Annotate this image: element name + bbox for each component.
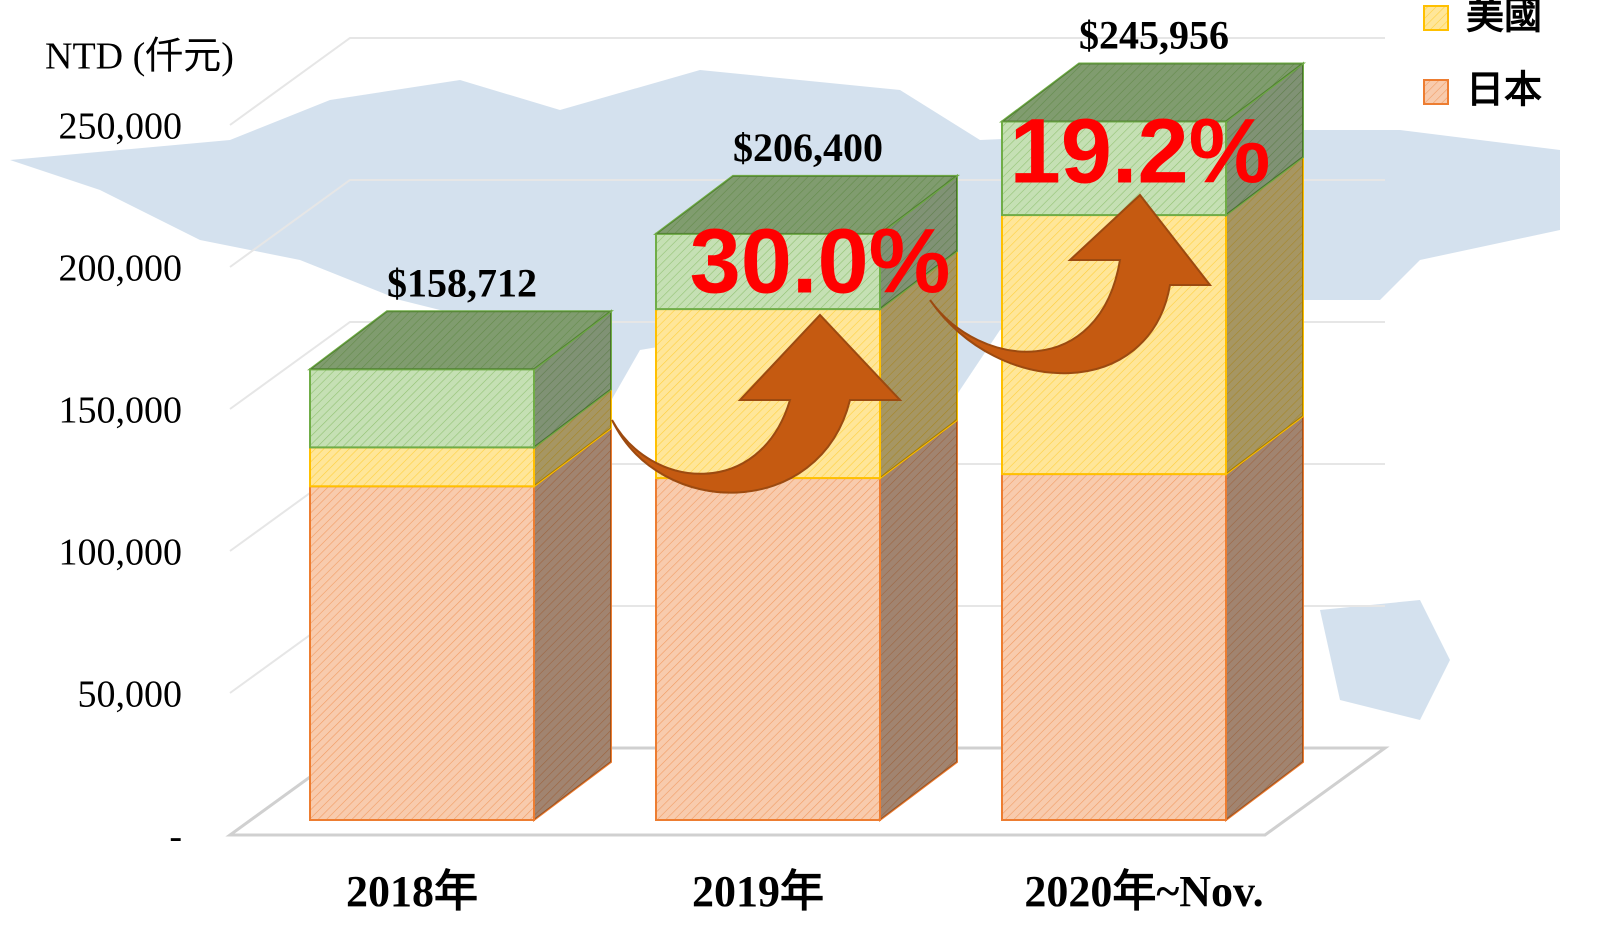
bar (1001, 120, 1227, 217)
grid-line (229, 37, 1385, 126)
bar (655, 477, 881, 821)
y-tick-label: 50,000 (78, 674, 183, 716)
total-label: $158,712 (387, 260, 537, 305)
bar-top-shade (1002, 63, 1303, 122)
bar-side-shade (534, 311, 611, 448)
y-tick-label: - (169, 816, 182, 858)
bar-top (307, 310, 614, 371)
bar-side-shade (1226, 416, 1303, 820)
growth-label: 19.2% (1010, 100, 1271, 202)
legend-label: 日本 (1466, 68, 1542, 112)
growth-label: 30.0% (690, 210, 951, 312)
bar-side-shade (1226, 157, 1303, 475)
bar-side-shade (880, 420, 957, 820)
legend-label: 美國 (1466, 0, 1542, 38)
x-tick-label: 2018年 (346, 867, 478, 916)
bar (1001, 473, 1227, 821)
bar (655, 232, 881, 311)
y-tick-label: 100,000 (59, 532, 183, 574)
bar-top (999, 62, 1306, 123)
y-tick-label: 200,000 (59, 248, 183, 290)
bar (309, 446, 535, 488)
total-label: $206,400 (733, 125, 883, 170)
bar-side-shade (880, 251, 957, 479)
bar-top-shade (310, 311, 611, 370)
bar-side-shade (534, 428, 611, 820)
total-label: $245,956 (1079, 13, 1229, 58)
bars (307, 61, 1306, 823)
x-tick-label: 2019年 (692, 867, 824, 916)
legend-swatch (1423, 5, 1449, 31)
bar-top (653, 174, 960, 235)
bar-side-shade (534, 389, 611, 487)
y-tick-label: 150,000 (59, 390, 183, 432)
bar-side-shade (1226, 63, 1303, 216)
x-tick-label: 2020年~Nov. (1024, 867, 1263, 916)
bar-top-shade (656, 175, 957, 234)
legend-swatch (1423, 79, 1449, 105)
bar-side-shade (880, 175, 957, 310)
y-axis-label: NTD (仟元) (45, 36, 234, 78)
bar (309, 368, 535, 449)
bar (309, 485, 535, 821)
y-tick-label: 250,000 (59, 106, 183, 148)
arrows (611, 193, 1213, 494)
